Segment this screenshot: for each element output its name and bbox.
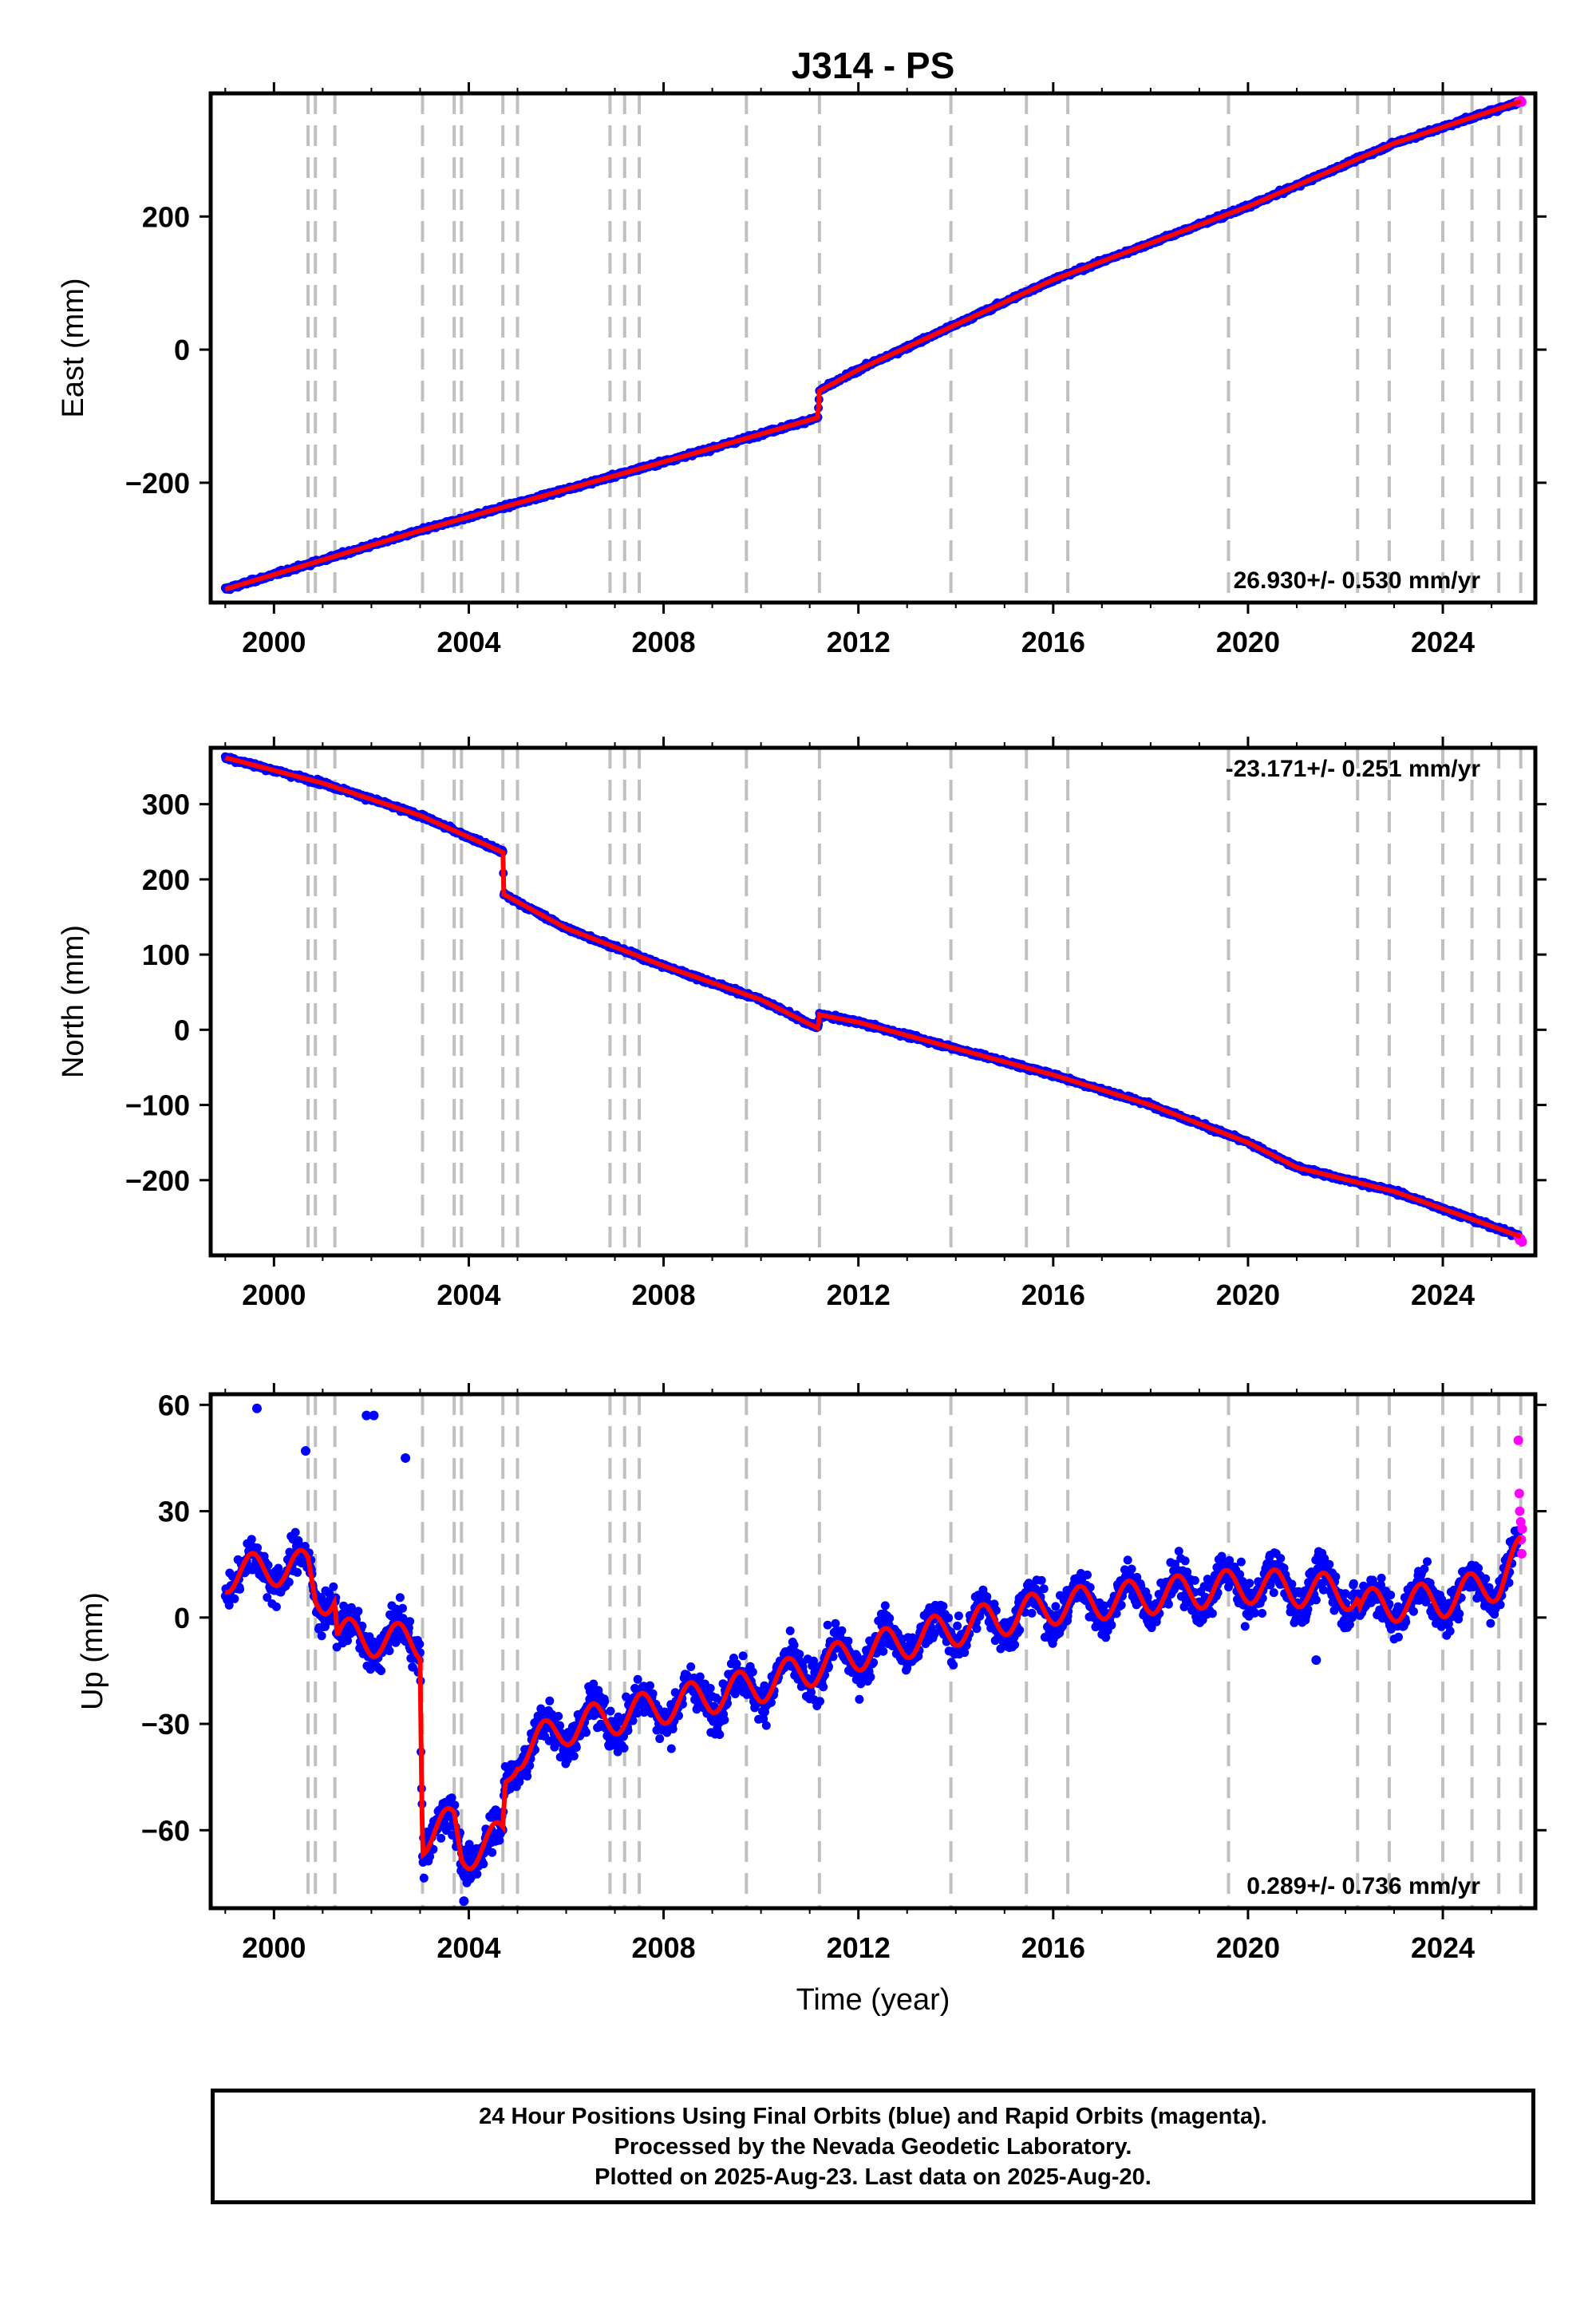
y-axis-ticks: −200 0 200 bbox=[125, 200, 1547, 500]
chart-panels: 2000 2004 2008 2012 2016 2020 2024 −200 0 200 East… bbox=[57, 82, 1547, 1964]
y-tick-label: 0 bbox=[174, 334, 190, 366]
x-tick-label: 2012 bbox=[827, 626, 891, 658]
panel-north: 2000 2004 2008 2012 2016 2020 2024−200−1000100… bbox=[57, 737, 1547, 1311]
x-tick-label: 2016 bbox=[1021, 626, 1085, 658]
rate-label: 26.930+/- 0.530 mm/yr bbox=[1234, 567, 1481, 594]
y-tick-label: 200 bbox=[142, 200, 190, 233]
x-tick-label: 2008 bbox=[632, 626, 696, 658]
event-lines bbox=[306, 93, 1523, 603]
y-axis-label: East (mm) bbox=[57, 278, 90, 417]
panel-east: 2000 2004 2008 2012 2016 2020 2024 −200 0 200 East… bbox=[57, 82, 1547, 658]
chart-title: J314 - PS bbox=[792, 45, 955, 86]
final-orbit-points bbox=[220, 752, 1527, 1247]
x-tick-label: 2000 bbox=[242, 626, 306, 658]
y-tick-label: −200 bbox=[125, 467, 190, 500]
x-tick-label: 2020 bbox=[1216, 626, 1280, 658]
model-fit-line bbox=[224, 99, 1522, 592]
x-tick-label: 2024 bbox=[1411, 626, 1475, 658]
x-tick-label: 2004 bbox=[437, 626, 500, 658]
